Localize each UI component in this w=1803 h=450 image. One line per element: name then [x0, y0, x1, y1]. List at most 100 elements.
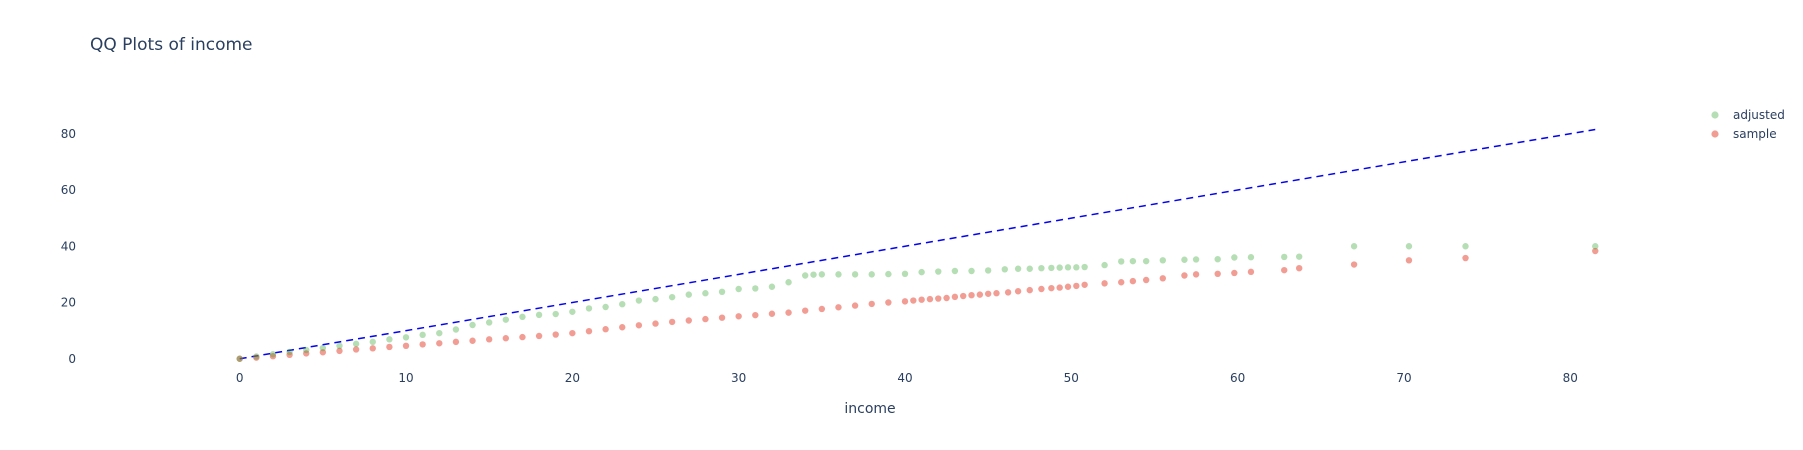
adjusted-point — [1159, 257, 1167, 264]
x-tick-label: 80 — [1563, 371, 1578, 385]
sample-point — [635, 322, 643, 329]
adjusted-point — [485, 319, 493, 326]
adjusted-point — [469, 321, 476, 329]
adjusted-point — [1181, 256, 1188, 263]
adjusted-point — [685, 291, 692, 298]
adjusted-point — [452, 326, 460, 333]
adjusted-point — [286, 348, 293, 356]
sample-point — [519, 333, 526, 341]
sample-point — [452, 338, 460, 346]
adjusted-point — [402, 334, 410, 341]
reference-line-layer — [239, 128, 1596, 360]
adjusted-point — [569, 308, 576, 315]
sample-point — [1181, 272, 1188, 279]
adjusted-point — [619, 300, 626, 308]
sample-point — [469, 337, 476, 344]
sample-point — [1295, 264, 1303, 272]
x-tick-label: 70 — [1396, 371, 1411, 385]
adjusted-point — [1281, 253, 1288, 261]
adjusted-point — [1081, 263, 1088, 271]
sample-point — [1350, 261, 1358, 268]
adjusted-point — [552, 310, 559, 318]
sample-point — [535, 332, 543, 340]
sample-point — [685, 317, 692, 324]
adjusted-point — [386, 336, 393, 343]
sample-point — [386, 343, 393, 351]
legend-label-adjusted: adjusted — [1733, 108, 1785, 122]
sample-point — [1048, 284, 1055, 292]
sample-point — [602, 326, 609, 333]
adjusted-point — [1056, 264, 1063, 271]
adjusted-point — [668, 293, 676, 301]
sample-point — [286, 351, 293, 359]
adjusted-point — [1295, 253, 1303, 260]
adjusted-point — [1048, 264, 1055, 272]
adjusted-point — [735, 285, 742, 293]
sample-point — [1214, 270, 1221, 278]
sample-point — [868, 300, 875, 308]
sample-point — [1064, 283, 1072, 290]
y-tick-label: 20 — [61, 296, 76, 310]
sample-point — [951, 293, 959, 301]
sample-point — [1462, 254, 1469, 262]
sample-point — [818, 305, 826, 313]
sample-point — [918, 296, 925, 303]
sample-point — [1405, 257, 1413, 264]
adjusted-point — [303, 346, 310, 354]
sample-point — [236, 355, 243, 362]
adjusted-point — [1073, 264, 1080, 271]
sample-point — [926, 295, 934, 303]
sample-point — [419, 341, 426, 348]
adjusted-point — [1038, 264, 1045, 272]
adjusted-point — [868, 271, 875, 278]
sample-point — [1038, 285, 1045, 293]
sample-point — [1281, 266, 1288, 274]
sample-point — [901, 298, 909, 305]
adjusted-point — [785, 279, 792, 286]
adjusted-point — [1462, 243, 1469, 250]
adjusted-point — [984, 267, 992, 274]
adjusted-point — [1192, 256, 1200, 263]
y-axis-ticks: 0 20 40 60 80 — [61, 127, 76, 366]
adjusted-point — [652, 295, 659, 303]
adjusted-point — [236, 355, 243, 362]
legend-marker-sample — [1711, 130, 1719, 138]
sample-point — [702, 315, 709, 323]
adjusted-point — [585, 305, 593, 312]
adjusted-point — [419, 331, 426, 339]
adjusted-point — [702, 290, 709, 297]
legend-item-sample[interactable]: sample — [1711, 127, 1777, 141]
sample-point — [960, 292, 967, 300]
adjusted-point — [1231, 254, 1238, 261]
legend[interactable]: adjusted sample — [1711, 108, 1785, 141]
sample-point — [1081, 281, 1088, 288]
sample-point — [968, 291, 975, 299]
sample-point — [984, 290, 992, 297]
adjusted-point — [835, 271, 842, 278]
sample-point — [402, 342, 410, 350]
sample-point — [943, 294, 950, 302]
adjusted-point — [851, 271, 859, 278]
adjusted-point — [885, 270, 892, 278]
sample-point — [1159, 275, 1167, 282]
adjusted-point — [1001, 266, 1008, 273]
legend-item-adjusted[interactable]: adjusted — [1711, 108, 1785, 122]
sample-point — [502, 335, 510, 342]
adjusted-point — [951, 267, 959, 275]
sample-point — [668, 318, 676, 326]
x-axis-label: income — [844, 401, 895, 417]
sample-point — [735, 313, 742, 320]
adjusted-point — [718, 288, 726, 296]
sample-point — [802, 307, 809, 314]
sample-point — [485, 336, 493, 343]
sample-point — [269, 353, 277, 360]
sample-point — [851, 302, 859, 309]
sample-point — [976, 291, 984, 298]
sample-point — [1247, 268, 1255, 276]
chart-title: QQ Plots of income — [90, 35, 253, 55]
sample-point — [319, 349, 327, 356]
adjusted-point — [935, 268, 942, 275]
adjusted-point — [818, 271, 826, 278]
